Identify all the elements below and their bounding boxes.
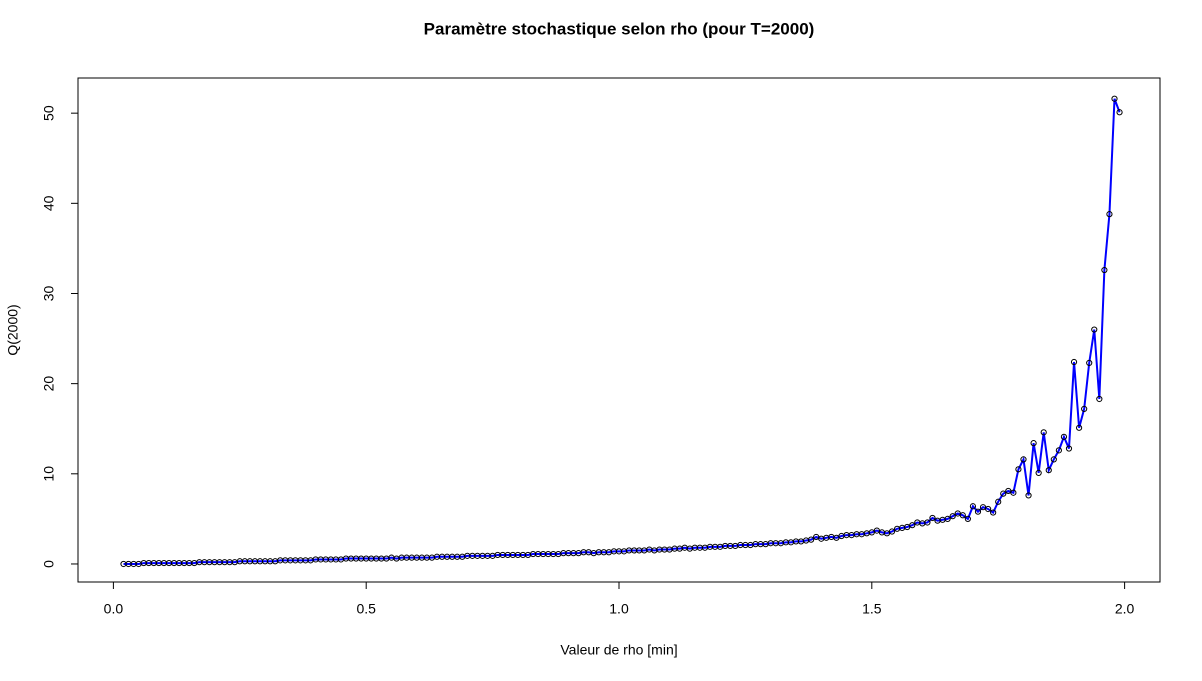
y-tick-label: 20 bbox=[41, 376, 57, 392]
point bbox=[969, 503, 977, 510]
point bbox=[1086, 359, 1093, 367]
point bbox=[1010, 489, 1017, 496]
point bbox=[1015, 466, 1022, 473]
point bbox=[1065, 445, 1073, 452]
point bbox=[929, 514, 936, 522]
y-tick-label: 0 bbox=[41, 560, 57, 568]
x-tick-label: 0.0 bbox=[104, 601, 124, 617]
point bbox=[1111, 95, 1118, 102]
point bbox=[909, 522, 916, 529]
point bbox=[1055, 447, 1062, 454]
y-axis-label: Q(2000) bbox=[5, 304, 21, 355]
point bbox=[1076, 424, 1083, 431]
point bbox=[1096, 395, 1103, 403]
point bbox=[984, 505, 992, 513]
x-tick-label: 1.5 bbox=[862, 601, 882, 617]
point bbox=[1050, 456, 1057, 463]
y-tick-label: 10 bbox=[41, 466, 57, 482]
point bbox=[974, 508, 982, 515]
x-tick-label: 2.0 bbox=[1115, 601, 1135, 617]
y-tick-label: 30 bbox=[41, 285, 57, 301]
point bbox=[1116, 109, 1123, 116]
point bbox=[1030, 440, 1037, 447]
point bbox=[1020, 456, 1027, 463]
x-tick-label: 0.5 bbox=[356, 601, 376, 617]
y-tick-label: 50 bbox=[41, 105, 57, 121]
point bbox=[1091, 326, 1098, 333]
point bbox=[1000, 490, 1007, 497]
point bbox=[808, 536, 815, 543]
point bbox=[1101, 266, 1108, 274]
point bbox=[1081, 405, 1088, 412]
chart-title: Paramètre stochastique selon rho (pour T… bbox=[424, 19, 815, 38]
point bbox=[1035, 469, 1042, 477]
point bbox=[1025, 492, 1032, 499]
point bbox=[964, 515, 971, 522]
point bbox=[1045, 467, 1052, 474]
x-axis-label: Valeur de rho [min] bbox=[560, 642, 677, 658]
point bbox=[1060, 433, 1068, 440]
point bbox=[1106, 211, 1113, 218]
point bbox=[1070, 358, 1078, 366]
point bbox=[995, 498, 1002, 505]
point bbox=[949, 513, 956, 520]
point bbox=[944, 515, 951, 522]
point bbox=[990, 509, 997, 516]
y-tick-label: 40 bbox=[41, 195, 57, 211]
point bbox=[1040, 429, 1047, 436]
x-tick-label: 1.0 bbox=[609, 601, 629, 617]
point bbox=[959, 512, 966, 519]
point bbox=[888, 528, 896, 535]
point bbox=[924, 519, 931, 526]
